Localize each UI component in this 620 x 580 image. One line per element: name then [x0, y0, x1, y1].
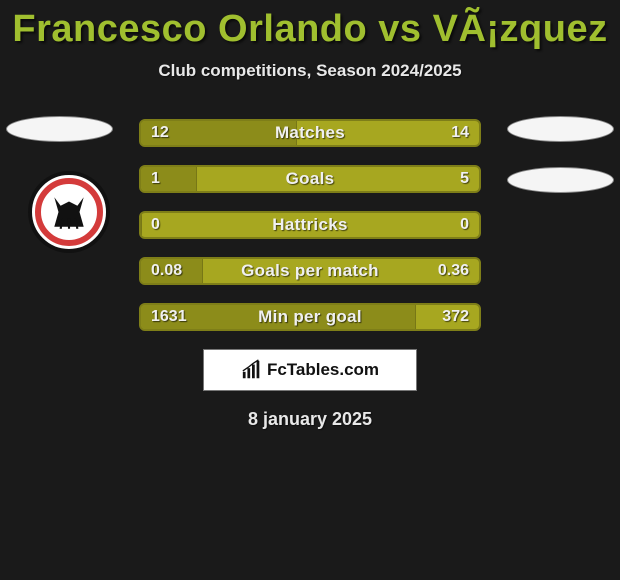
stat-right-value: 14: [441, 121, 479, 145]
player-right-placeholder-oval-2: [507, 167, 614, 193]
devil-icon: [48, 191, 90, 233]
brand-box[interactable]: FcTables.com: [203, 349, 417, 391]
stat-row-min-per-goal: 1631 Min per goal 372: [139, 303, 481, 331]
stat-row-hattricks: 0 Hattricks 0: [139, 211, 481, 239]
page-title: Francesco Orlando vs VÃ¡zquez: [0, 0, 620, 51]
stat-bars: 12 Matches 14 1 Goals 5 0 Hattricks 0 0.…: [139, 119, 481, 331]
player-right-placeholder-oval-1: [507, 116, 614, 142]
club-badge: [28, 171, 110, 253]
subtitle: Club competitions, Season 2024/2025: [0, 61, 620, 81]
stat-right-value: 372: [432, 305, 479, 329]
stat-right-value: 0.36: [428, 259, 479, 283]
stat-right-value: 5: [450, 167, 479, 191]
stat-label: Goals: [141, 167, 479, 191]
stat-label: Hattricks: [141, 213, 479, 237]
stat-row-goals: 1 Goals 5: [139, 165, 481, 193]
stat-row-matches: 12 Matches 14: [139, 119, 481, 147]
bar-chart-icon: [241, 359, 263, 381]
brand-text: FcTables.com: [267, 360, 379, 380]
club-badge-inner: [44, 187, 94, 237]
date-text: 8 january 2025: [0, 409, 620, 430]
comparison-panel: 12 Matches 14 1 Goals 5 0 Hattricks 0 0.…: [0, 119, 620, 430]
stat-row-goals-per-match: 0.08 Goals per match 0.36: [139, 257, 481, 285]
stat-label: Min per goal: [141, 305, 479, 329]
player-left-placeholder-oval: [6, 116, 113, 142]
stat-label: Matches: [141, 121, 479, 145]
stat-right-value: 0: [450, 213, 479, 237]
